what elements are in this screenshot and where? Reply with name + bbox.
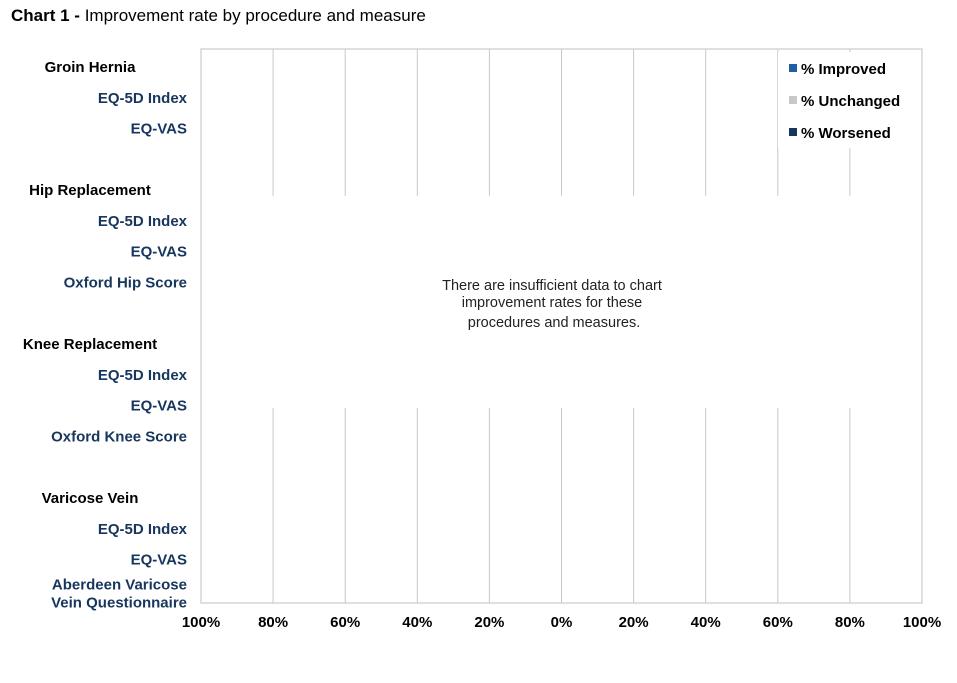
measure-label: Aberdeen Varicose: [52, 576, 187, 593]
message-background: [205, 196, 920, 408]
insufficient-data-message: There are insufficient data to chart imp…: [442, 278, 666, 331]
message-line: procedures and measures.: [468, 315, 641, 331]
y-axis-labels: Groin Hernia EQ-5D Index EQ-VAS Hip Replace…: [23, 59, 188, 611]
legend-swatch: [789, 64, 797, 72]
legend-label: % Unchanged: [801, 93, 900, 110]
procedure-label: Varicose Vein: [42, 490, 139, 507]
chart-title-text: Improvement rate by procedure and measur…: [84, 6, 426, 25]
chart-title-prefix: Chart 1 -: [11, 6, 80, 25]
measure-label: Oxford Hip Score: [64, 274, 187, 291]
measure-label: EQ-VAS: [131, 244, 187, 261]
x-tick-label: 80%: [835, 614, 865, 631]
measure-label: EQ-5D Index: [98, 213, 188, 230]
legend-label: % Improved: [801, 61, 886, 78]
measure-label: EQ-VAS: [131, 398, 187, 415]
legend-label: % Worsened: [801, 125, 891, 142]
measure-label: EQ-5D Index: [98, 90, 188, 107]
x-tick-label: 20%: [619, 614, 649, 631]
legend-background: [778, 52, 918, 148]
x-tick-label: 80%: [258, 614, 288, 631]
legend-swatch: [789, 96, 797, 104]
x-tick-label: 40%: [691, 614, 721, 631]
x-tick-label: 60%: [330, 614, 360, 631]
message-line: There are insufficient data to chart: [442, 278, 662, 294]
x-tick-label: 20%: [474, 614, 504, 631]
procedure-label: Knee Replacement: [23, 336, 157, 353]
legend: % Improved % Unchanged % Worsened: [778, 52, 918, 148]
measure-label: EQ-5D Index: [98, 521, 188, 538]
chart-title: Chart 1 - Improvement rate by procedure …: [11, 6, 426, 26]
legend-swatch: [789, 128, 797, 136]
measure-label: EQ-5D Index: [98, 367, 188, 384]
x-tick-label: 0%: [551, 614, 573, 631]
measure-label: EQ-VAS: [131, 121, 187, 138]
measure-label: Oxford Knee Score: [51, 428, 187, 445]
procedure-label: Hip Replacement: [29, 182, 151, 199]
measure-label: Vein Questionnaire: [51, 594, 187, 611]
x-tick-label: 60%: [763, 614, 793, 631]
x-axis-ticks: 100% 80% 60% 40% 20% 0% 20% 40% 60% 80% 100%: [182, 614, 941, 631]
x-tick-label: 40%: [402, 614, 432, 631]
measure-label: EQ-VAS: [131, 552, 187, 569]
procedure-label: Groin Hernia: [45, 59, 137, 76]
x-tick-label: 100%: [903, 614, 941, 631]
x-tick-label: 100%: [182, 614, 220, 631]
message-line: improvement rates for these: [462, 295, 643, 311]
